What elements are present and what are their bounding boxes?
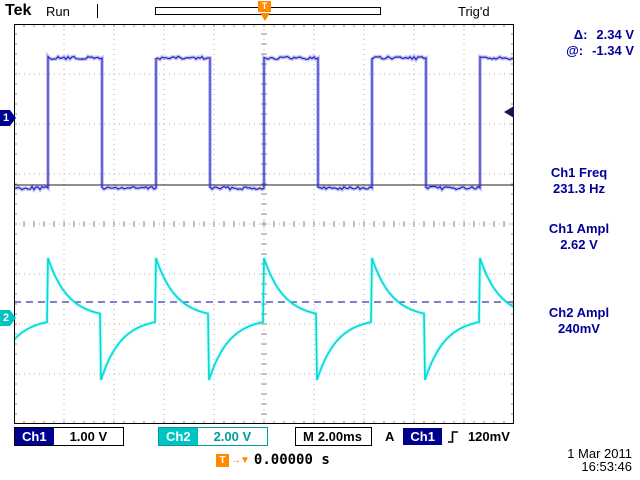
trigger-readout: A Ch1 120mV (385, 427, 510, 446)
ch2-ground-marker: 2 (0, 310, 16, 326)
ch2-vertical-readout: Ch2 2.00 V (158, 427, 269, 446)
ch1-chip: Ch1 (15, 428, 54, 445)
trigger-level-arrow-icon (504, 106, 514, 118)
trigger-position-marker: T (258, 1, 271, 21)
trigger-level-value: 120mV (467, 429, 510, 444)
trigger-t-icon: T (258, 1, 271, 12)
measurement-value: 2.62 V (560, 237, 598, 252)
ch2-scale-value: 2.00 V (213, 429, 252, 444)
footer-readout-bar: Ch1 1.00 V Ch2 2.00 V M 2.00ms A Ch1 120… (0, 424, 640, 448)
time-value: 16:53:46 (581, 459, 632, 474)
waveform-plot (12, 24, 515, 424)
date-value: 1 Mar 2011 (567, 446, 632, 461)
trigger-type-label: A (385, 429, 395, 444)
brand-logo: Tek (5, 2, 32, 19)
trigger-status: Trig'd (458, 4, 490, 19)
trigger-position-value: 0.00000 s (253, 452, 330, 468)
timebase-value: 2.00ms (317, 429, 362, 444)
measurement-value: 231.3 Hz (552, 181, 606, 196)
cursor-at-value: -1.34 V (592, 43, 634, 58)
timebase-readout: M 2.00ms (295, 427, 372, 446)
ch1-vertical-readout: Ch1 1.00 V (14, 427, 125, 446)
trigger-position-readout: T →▼ 0.00000 s (216, 452, 330, 468)
cursor-at-readout: @: -1.34 V (566, 43, 634, 58)
measurement-label: Ch2 Ampl (548, 305, 610, 320)
readout-panel: Δ: 2.34 V @: -1.34 V Ch1 Freq 231.3 Hz Ch1… (520, 24, 638, 424)
ch2-chip: Ch2 (159, 428, 198, 445)
measurement-ch1-ampl: Ch1 Ampl 2.62 V (520, 221, 638, 253)
ch1-ground-marker: 1 (0, 110, 16, 126)
measurement-value: 240mV (558, 321, 600, 336)
timebase-label: M (303, 429, 314, 444)
measurement-ch1-freq: Ch1 Freq 231.3 Hz (520, 165, 638, 197)
cursor-delta-readout: Δ: 2.34 V (574, 27, 634, 42)
measurement-label: Ch1 Freq (550, 165, 608, 180)
rising-edge-icon (447, 430, 458, 443)
trigger-down-arrow-icon (259, 13, 270, 21)
measurement-ch2-ampl: Ch2 Ampl 240mV (520, 305, 638, 337)
cursor-at-label: @: (566, 43, 584, 58)
ch1-scale-value: 1.00 V (69, 429, 108, 444)
trigger-source-chip: Ch1 (403, 428, 442, 445)
topbar-divider (97, 4, 98, 18)
acquisition-status: Run (46, 4, 70, 19)
datetime-readout: 1 Mar 2011 16:53:46 (567, 447, 632, 473)
graticule (12, 24, 515, 424)
trigger-t-icon-small: T (216, 453, 229, 467)
cursor-delta-value: 2.34 V (596, 27, 634, 42)
cursor-delta-label: Δ: (573, 27, 588, 42)
measurement-label: Ch1 Ampl (548, 221, 610, 236)
trigger-position-arrow-icon: →▼ (231, 454, 250, 466)
